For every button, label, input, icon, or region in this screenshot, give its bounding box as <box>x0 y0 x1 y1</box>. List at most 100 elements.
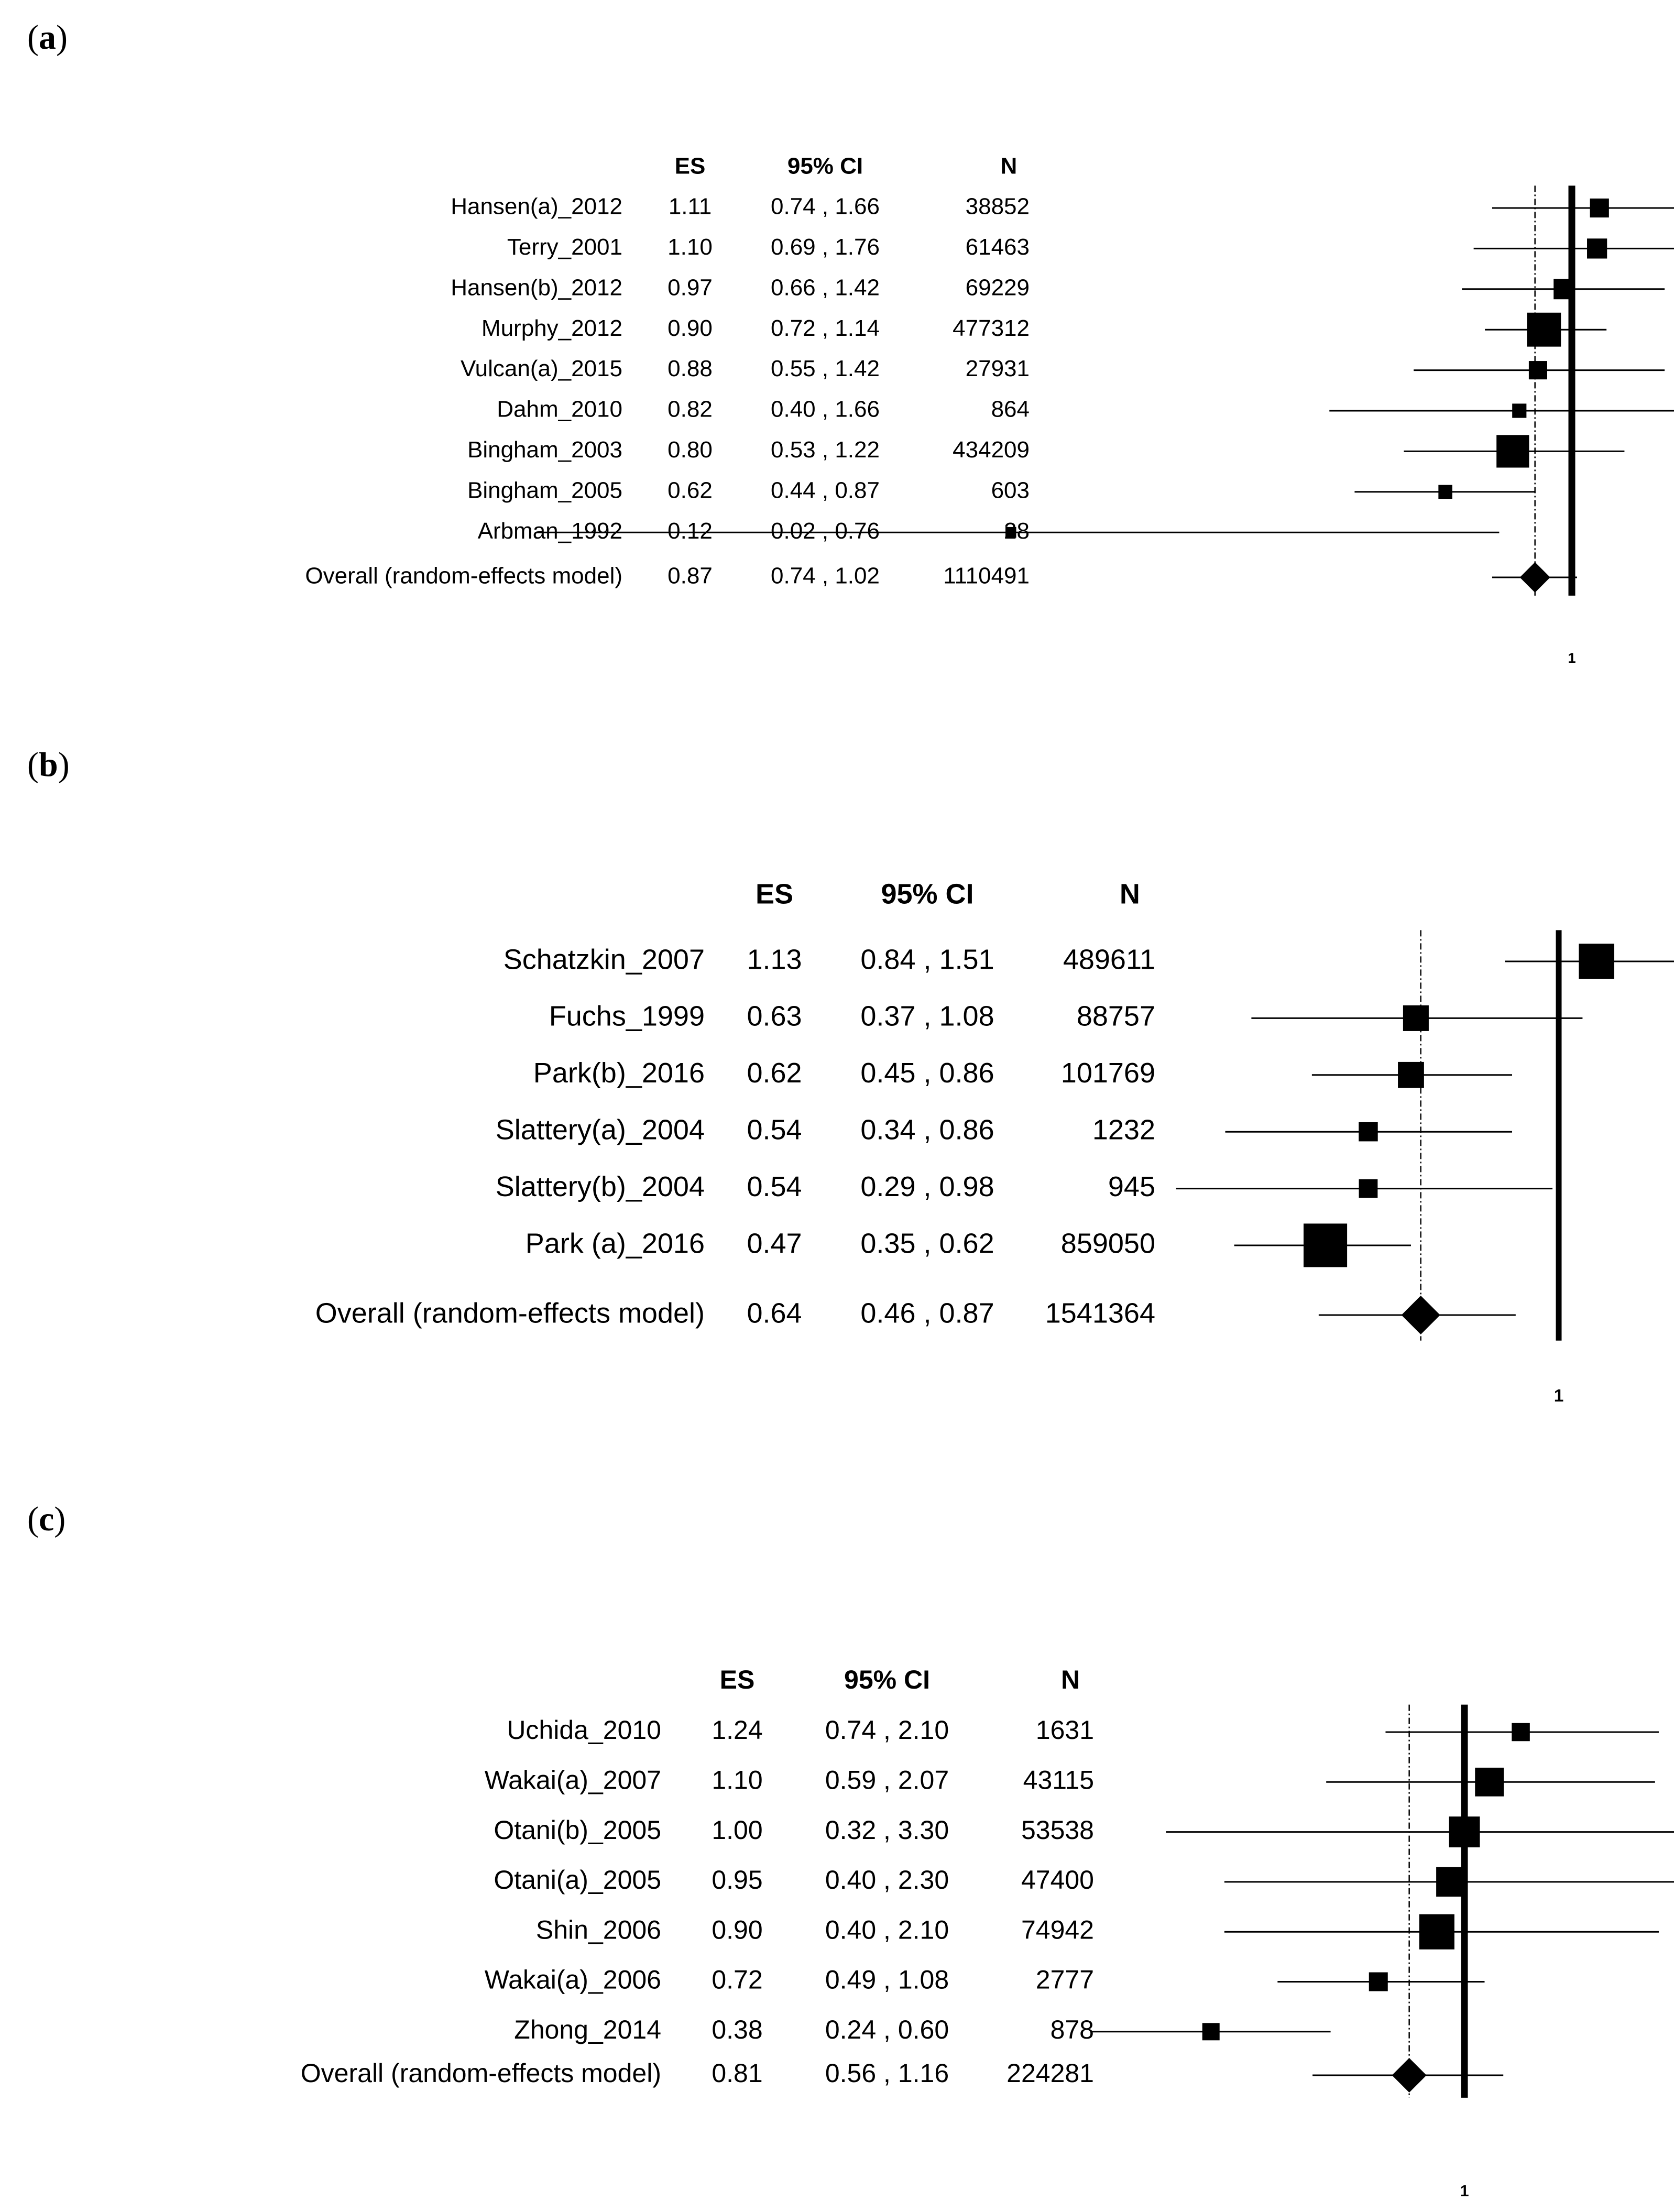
study-n: 945 <box>1108 1171 1155 1202</box>
study-es: 1.13 <box>747 944 802 975</box>
forest-plot-a: ES 95% CI N Hansen(a)_2012 1.11 0.74 , 1.66 38… <box>305 154 1674 666</box>
study-ci: 0.24 , 0.60 <box>825 2015 949 2044</box>
overall-diamond <box>1392 2058 1427 2093</box>
effect-square <box>1475 1767 1504 1797</box>
overall-n: 1110491 <box>943 563 1030 589</box>
study-name: Slattery(a)_2004 <box>496 1114 705 1145</box>
overall-ci: 0.56 , 1.16 <box>825 2058 949 2088</box>
study-n: 61463 <box>966 234 1030 260</box>
study-name: Fuchs_1999 <box>549 1001 705 1032</box>
effect-square <box>1553 279 1574 300</box>
effect-square <box>1005 527 1016 538</box>
overall-es: 0.81 <box>712 2058 762 2088</box>
overall-es: 0.64 <box>747 1297 802 1329</box>
header-es: ES <box>720 1665 755 1694</box>
study-n: 27931 <box>966 356 1030 381</box>
study-es: 0.90 <box>712 1915 762 1944</box>
study-es: 0.54 <box>747 1114 802 1145</box>
header-n: N <box>1001 154 1017 179</box>
overall-ci: 0.74 , 1.02 <box>771 563 880 589</box>
study-es: 1.00 <box>712 1815 762 1845</box>
overall-n: 1541364 <box>1045 1297 1155 1329</box>
header-n: N <box>1061 1665 1080 1694</box>
study-es: 0.90 <box>668 315 713 341</box>
forest-plot-c: ES 95% CI N Uchida_2010 1.24 0.74 , 2.10 1631 W… <box>301 1665 1674 2200</box>
study-es: 0.12 <box>668 518 713 544</box>
study-n: 477312 <box>953 315 1030 341</box>
effect-square <box>1587 238 1607 259</box>
study-name: Zhong_2014 <box>514 2015 661 2044</box>
study-es: 0.82 <box>668 397 713 422</box>
header-ci: 95% CI <box>844 1665 930 1694</box>
effect-square <box>1579 944 1614 979</box>
study-ci: 0.40 , 2.30 <box>825 1865 949 1895</box>
effect-square <box>1359 1179 1378 1198</box>
effect-square <box>1419 1914 1454 1950</box>
study-name: Arbman_1992 <box>478 518 622 544</box>
study-ci: 0.44 , 0.87 <box>771 477 880 503</box>
effect-square <box>1369 1972 1388 1991</box>
study-es: 0.62 <box>668 477 713 503</box>
panel-label-b: (b) <box>27 746 70 784</box>
overall-diamond <box>1401 1296 1440 1334</box>
effect-square <box>1303 1223 1348 1267</box>
study-ci: 0.45 , 0.86 <box>860 1057 994 1089</box>
study-name: Hansen(b)_2012 <box>451 275 622 300</box>
effect-square <box>1436 1867 1466 1897</box>
effect-square <box>1528 361 1547 380</box>
study-ci: 0.40 , 1.66 <box>771 397 880 422</box>
study-ci: 0.66 , 1.42 <box>771 275 880 300</box>
header-ci: 95% CI <box>787 154 863 179</box>
study-n: 1631 <box>1036 1715 1094 1745</box>
panel-label-a: (a) <box>27 18 68 57</box>
overall-name: Overall (random-effects model) <box>315 1297 705 1329</box>
study-name: Schatzkin_2007 <box>504 944 705 975</box>
study-name: Murphy_2012 <box>482 315 622 341</box>
study-n: 859050 <box>1061 1228 1155 1259</box>
study-n: 603 <box>991 477 1030 503</box>
header-es: ES <box>675 154 706 179</box>
study-ci: 0.34 , 0.86 <box>860 1114 994 1145</box>
study-n: 434209 <box>953 437 1030 463</box>
study-n: 53538 <box>1021 1815 1094 1845</box>
study-ci: 0.29 , 0.98 <box>860 1171 994 1202</box>
study-name: Park(b)_2016 <box>533 1057 705 1089</box>
study-es: 0.97 <box>668 275 713 300</box>
effect-square <box>1590 198 1609 218</box>
study-es: 0.63 <box>747 1001 802 1032</box>
study-es: 0.80 <box>668 437 713 463</box>
panel-label-c: (c) <box>27 1500 66 1538</box>
study-es: 1.10 <box>668 234 713 260</box>
study-ci: 0.59 , 2.07 <box>825 1766 949 1795</box>
study-ci: 0.40 , 2.10 <box>825 1915 949 1944</box>
study-n: 2777 <box>1036 1965 1094 1995</box>
study-name: Otani(a)_2005 <box>494 1865 661 1895</box>
study-ci: 0.84 , 1.51 <box>860 944 994 975</box>
effect-square <box>1496 435 1529 468</box>
effect-square <box>1398 1061 1424 1088</box>
x-tick-label: 1 <box>1568 650 1575 666</box>
overall-name: Overall (random-effects model) <box>305 563 622 589</box>
x-tick-label: 1 <box>1554 1386 1564 1406</box>
study-es: 0.54 <box>747 1171 802 1202</box>
study-name: Terry_2001 <box>507 234 622 260</box>
study-n: 69229 <box>966 275 1030 300</box>
overall-n: 224281 <box>1006 2058 1094 2088</box>
header-n: N <box>1120 878 1140 910</box>
study-n: 489611 <box>1063 944 1155 975</box>
overall-diamond <box>1519 562 1550 593</box>
overall-es: 0.87 <box>668 563 713 589</box>
study-ci: 0.69 , 1.76 <box>771 234 880 260</box>
header-ci: 95% CI <box>881 878 973 910</box>
effect-square <box>1403 1005 1429 1031</box>
study-name: Bingham_2003 <box>467 437 622 463</box>
overall-name: Overall (random-effects model) <box>301 2058 661 2088</box>
effect-square <box>1359 1122 1378 1142</box>
study-ci: 0.32 , 3.30 <box>825 1815 949 1845</box>
study-name: Dahm_2010 <box>497 397 622 422</box>
x-tick-label: 1 <box>1460 2182 1469 2200</box>
study-n: 101769 <box>1061 1057 1155 1089</box>
study-ci: 0.74 , 2.10 <box>825 1715 949 1745</box>
study-ci: 0.02 , 0.76 <box>771 518 880 544</box>
study-ci: 0.74 , 1.66 <box>771 194 880 220</box>
